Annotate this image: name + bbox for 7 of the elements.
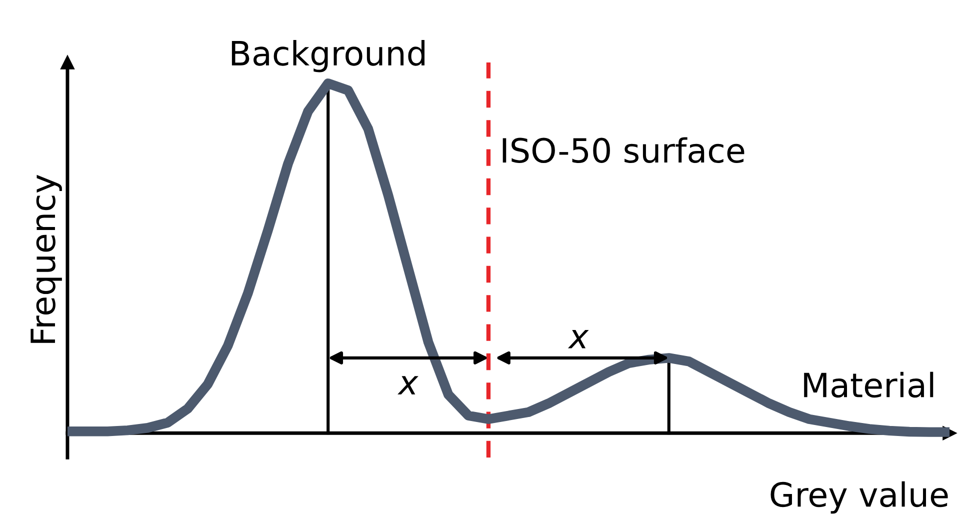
annotation: x [398,376,418,394]
annotation: x [568,330,589,348]
annotation: ISO-50 surface [502,137,744,164]
x-axis-title: Grey value [770,481,948,514]
annotation: Material [804,372,934,398]
y-axis-title: Frequency [30,174,62,343]
text: Background [232,40,424,72]
